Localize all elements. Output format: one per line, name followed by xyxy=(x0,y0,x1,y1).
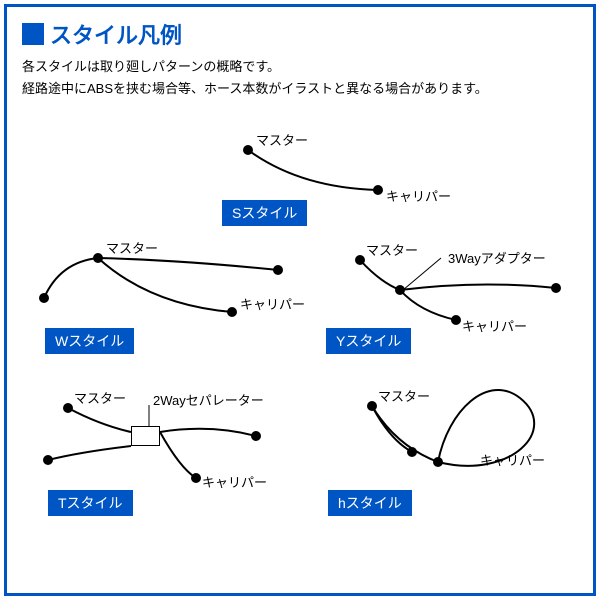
page-title: スタイル凡例 xyxy=(50,18,182,50)
header-accent-square xyxy=(22,23,44,45)
badge-s-style: Sスタイル xyxy=(222,200,307,226)
caliper-label: キャリパー xyxy=(462,316,527,335)
badge-w-style: Wスタイル xyxy=(45,328,134,354)
header: スタイル凡例 xyxy=(22,18,182,50)
description-block: 各スタイルは取り廻しパターンの概略です。 経路途中にABSを挟む場合等、ホース本… xyxy=(22,56,578,100)
master-label: マスター xyxy=(106,238,158,257)
caliper-label: キャリパー xyxy=(240,294,305,313)
adapter-3way-label: 3Wayアダプター xyxy=(448,248,546,267)
badge-t-style: Tスタイル xyxy=(48,490,133,516)
badge-h-style: hスタイル xyxy=(328,490,412,516)
two-way-separator-box xyxy=(131,426,160,446)
caliper-label: キャリパー xyxy=(480,450,545,469)
description-line-1: 各スタイルは取り廻しパターンの概略です。 xyxy=(22,56,578,78)
caliper-label: キャリパー xyxy=(386,186,451,205)
badge-y-style: Yスタイル xyxy=(326,328,411,354)
master-label: マスター xyxy=(378,386,430,405)
master-label: マスター xyxy=(366,240,418,259)
master-label: マスター xyxy=(74,388,126,407)
description-line-2: 経路途中にABSを挟む場合等、ホース本数がイラストと異なる場合があります。 xyxy=(22,78,578,100)
caliper-label: キャリパー xyxy=(202,472,267,491)
master-label: マスター xyxy=(256,130,308,149)
separator-2way-label: 2Wayセパレーター xyxy=(153,390,264,409)
